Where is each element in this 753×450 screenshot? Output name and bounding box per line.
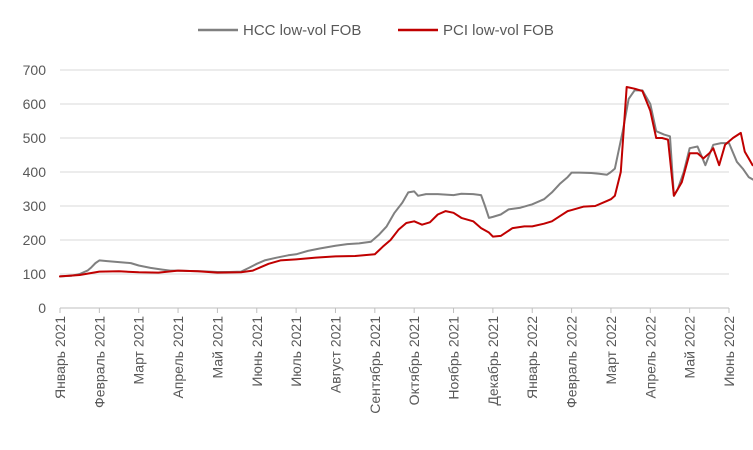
x-axis: Январь 2021 Февраль 2021 Март 2021 Апрель 2… bbox=[52, 307, 737, 414]
y-tick-label: 300 bbox=[23, 198, 47, 214]
y-tick-label: 700 bbox=[23, 62, 47, 78]
series-line-hcc bbox=[59, 89, 753, 278]
x-tick-label: Июль 2021 bbox=[288, 316, 304, 387]
y-tick-label: 100 bbox=[23, 266, 47, 282]
x-tick-label: Июнь 2021 bbox=[249, 316, 265, 387]
x-tick-label: Декабрь 2021 bbox=[485, 316, 501, 406]
x-tick-label: Апрель 2022 bbox=[642, 316, 658, 399]
x-tick-label: Ноябрь 2021 bbox=[446, 316, 462, 400]
series-layer bbox=[59, 86, 753, 278]
x-tick-label: Май 2021 bbox=[209, 316, 225, 379]
y-tick-label: 0 bbox=[38, 300, 46, 316]
y-tick-label: 600 bbox=[23, 96, 47, 112]
x-tick-label: Май 2022 bbox=[682, 316, 698, 379]
y-tick-label: 500 bbox=[23, 130, 47, 146]
x-tick-label: Апрель 2021 bbox=[170, 316, 186, 399]
legend-label-pci: PCI low-vol FOB bbox=[443, 22, 554, 39]
x-tick-label: Февраль 2022 bbox=[564, 316, 580, 408]
x-tick-label: Март 2021 bbox=[131, 316, 147, 385]
legend-label-hcc: HCC low-vol FOB bbox=[243, 22, 361, 39]
x-tick-label: Февраль 2021 bbox=[91, 316, 107, 408]
y-tick-label: 400 bbox=[23, 164, 47, 180]
x-tick-label: Июнь 2022 bbox=[721, 316, 737, 387]
x-tick-label: Январь 2021 bbox=[52, 316, 68, 399]
x-tick-label: Сентябрь 2021 bbox=[367, 316, 383, 414]
x-tick-label: Октябрь 2021 bbox=[406, 316, 422, 406]
x-tick-label: Январь 2022 bbox=[524, 316, 540, 399]
x-tick-label: Август 2021 bbox=[327, 316, 343, 393]
legend: HCC low-vol FOB PCI low-vol FOB bbox=[198, 22, 554, 39]
x-tick-label: Март 2022 bbox=[603, 316, 619, 385]
y-axis: 0 100 200 300 400 500 600 700 bbox=[23, 62, 47, 316]
series-line-pci bbox=[59, 86, 753, 278]
y-tick-label: 200 bbox=[23, 232, 47, 248]
gridlines bbox=[60, 69, 729, 275]
